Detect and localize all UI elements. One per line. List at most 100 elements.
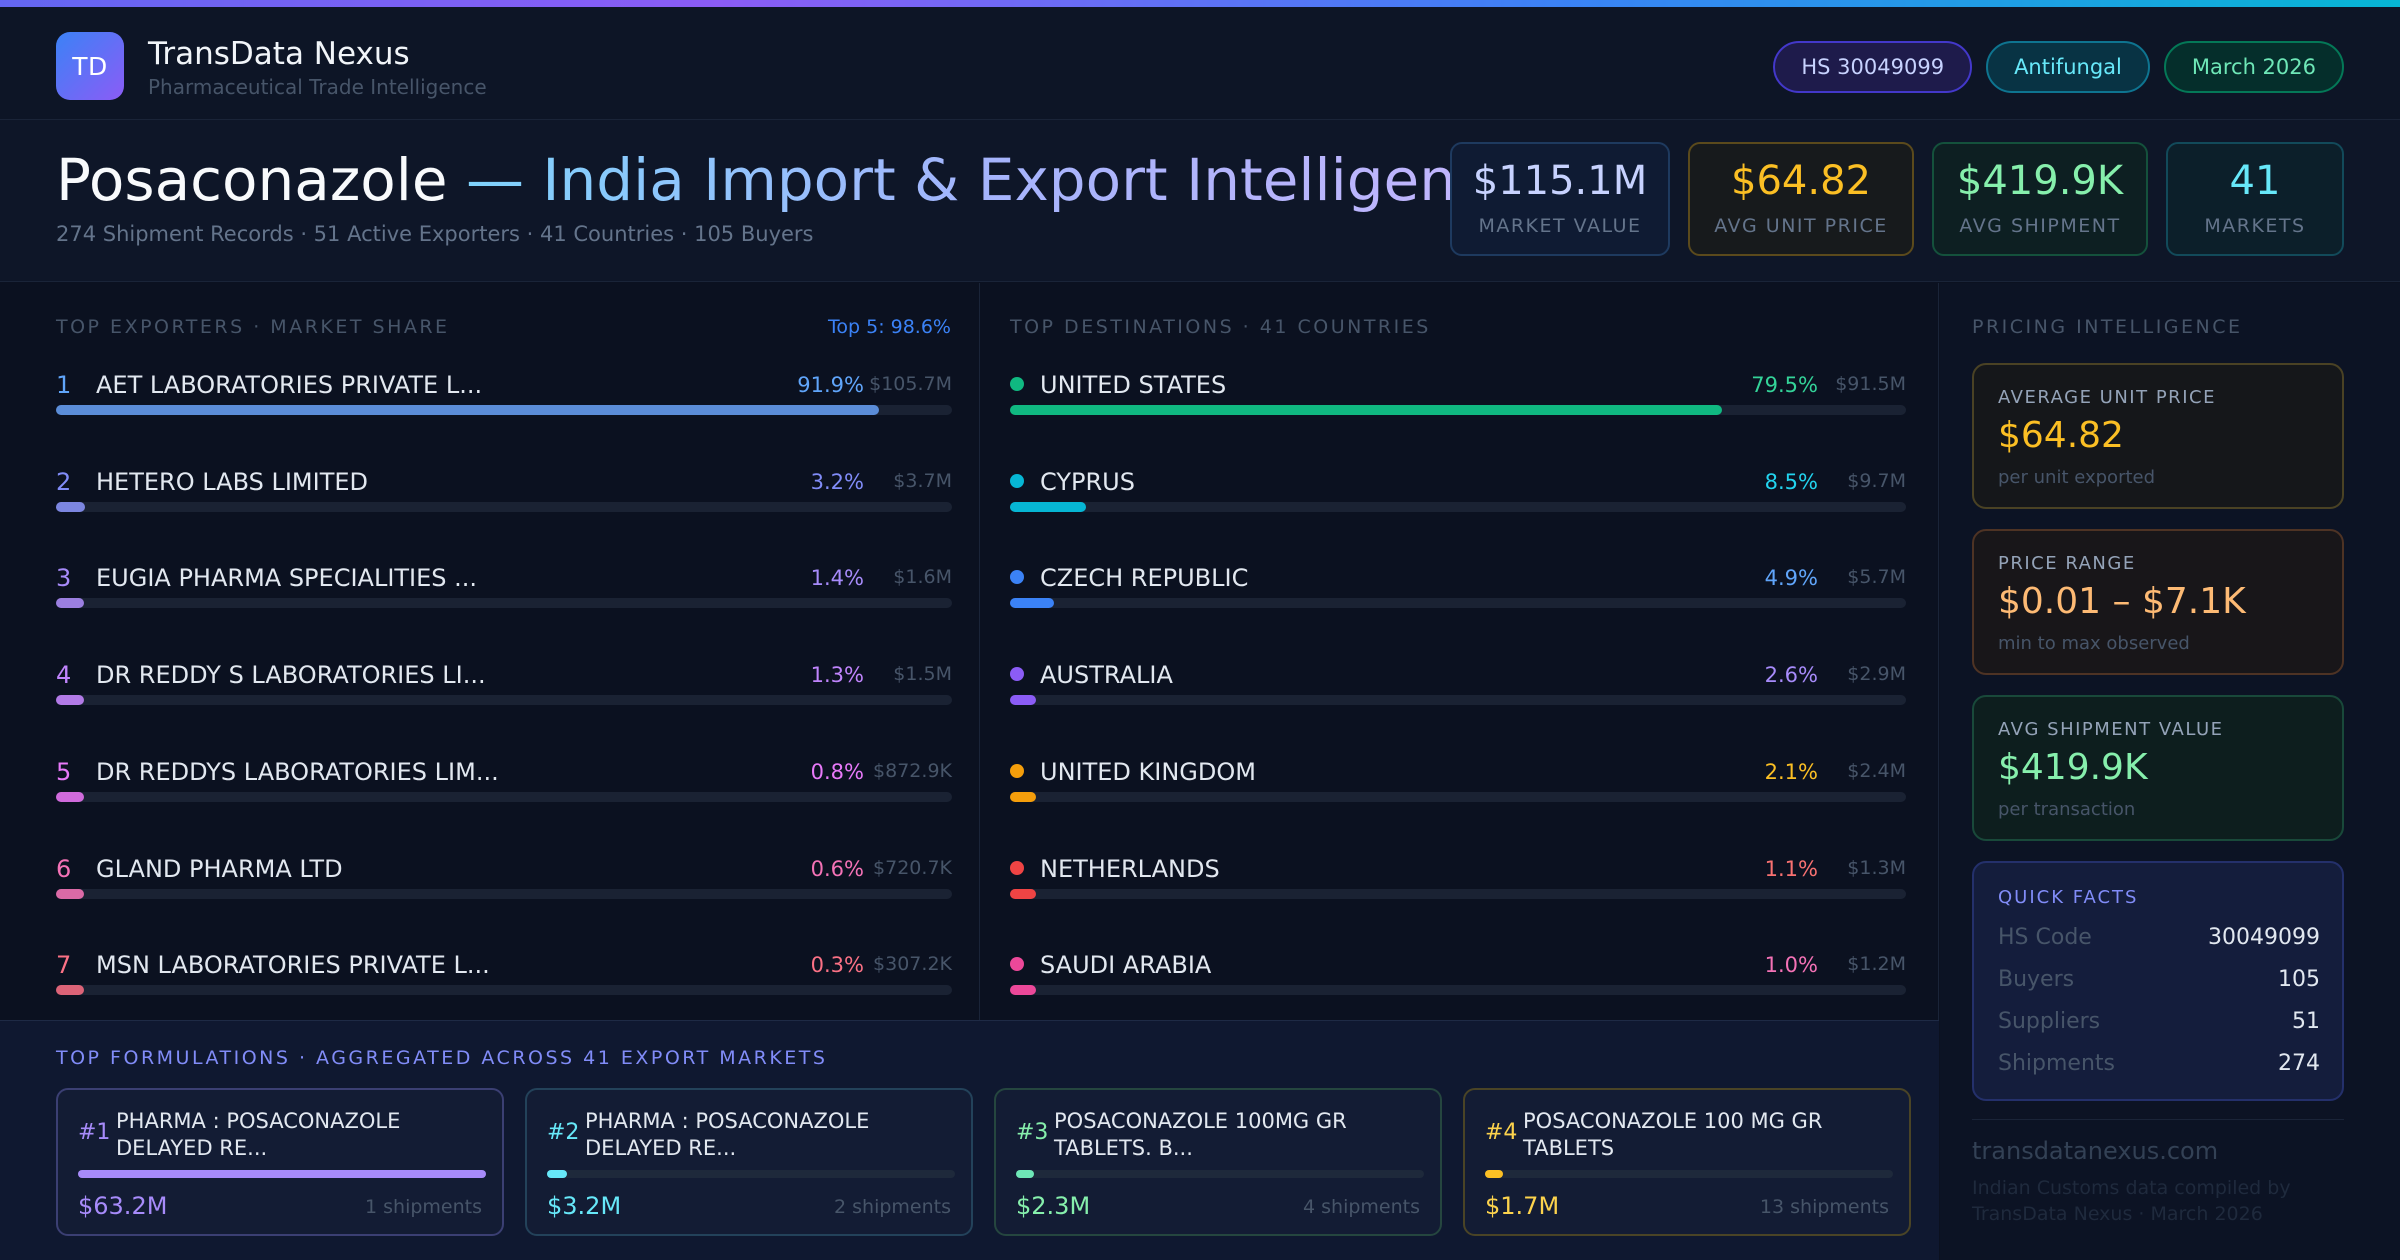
kpi-value: $64.82 — [1731, 158, 1871, 204]
share-bar-track — [1010, 695, 1906, 705]
pricing-card-value: $419.9K — [1998, 747, 2148, 788]
formulation-rank: #3 — [1016, 1120, 1049, 1145]
kpi-value: 41 — [2229, 158, 2281, 204]
destination-name: UNITED STATES — [1040, 371, 1227, 399]
destination-name: AUSTRALIA — [1040, 661, 1173, 689]
exporter-rank: 3 — [56, 564, 72, 592]
kpi-value: $419.9K — [1956, 158, 2124, 204]
filter-tags: HS 30049099 Antifungal March 2026 — [1773, 41, 2344, 93]
hs-code-tag[interactable]: HS 30049099 — [1773, 41, 1973, 93]
destination-name: SAUDI ARABIA — [1040, 951, 1212, 979]
pricing-card-label: PRICE RANGE — [1998, 553, 2136, 574]
share-bar-track — [1010, 502, 1906, 512]
destination-row[interactable]: UNITED STATES 79.5% $91.5M — [1010, 363, 1906, 423]
quick-fact-value: 105 — [2278, 967, 2320, 992]
exporter-value: $105.7M — [869, 373, 952, 395]
exporter-name: EUGIA PHARMA SPECIALITIES ... — [96, 564, 478, 592]
site-link[interactable]: transdatanexus.com — [1972, 1137, 2219, 1165]
destinations-title: TOP DESTINATIONS · 41 COUNTRIES — [1010, 316, 1431, 338]
formulation-card[interactable]: #4 POSACONAZOLE 100 MG GR TABLETS $1.7M 13 … — [1463, 1088, 1911, 1236]
share-bar-track — [56, 792, 952, 802]
destination-row[interactable]: CYPRUS 8.5% $9.7M — [1010, 460, 1906, 520]
formulation-card[interactable]: #1 PHARMA : POSACONAZOLE DELAYED RE... $63… — [56, 1088, 504, 1236]
exporter-share-pct: 3.2% — [810, 470, 864, 494]
exporter-value: $1.6M — [893, 566, 952, 588]
exporter-row[interactable]: 5 DR REDDYS LABORATORIES LIM... 0.8% $872.9… — [56, 750, 952, 810]
category-tag[interactable]: Antifungal — [1986, 41, 2150, 93]
formulation-card[interactable]: #3 POSACONAZOLE 100MG GR TABLETS. B... $2.… — [994, 1088, 1442, 1236]
exporter-row[interactable]: 3 EUGIA PHARMA SPECIALITIES ... 1.4% $1.6M — [56, 556, 952, 616]
destination-name: NETHERLANDS — [1040, 855, 1220, 883]
exporter-share-pct: 0.6% — [810, 857, 864, 881]
formulation-name: POSACONAZOLE 100 MG GR TABLETS — [1523, 1109, 1823, 1160]
kpi-markets: 41 MARKETS — [2166, 142, 2344, 256]
share-bar-fill — [56, 502, 85, 512]
destination-value: $91.5M — [1835, 373, 1906, 395]
formulation-value: $1.7M — [1485, 1192, 1560, 1220]
formulation-card[interactable]: #2 PHARMA : POSACONAZOLE DELAYED RE... $3.… — [525, 1088, 973, 1236]
exporter-name: DR REDDY S LABORATORIES LI... — [96, 661, 486, 689]
title-suffix: — India Import & Export Intelligence — [447, 146, 1524, 214]
share-bar-fill — [56, 985, 84, 995]
formulation-bar-fill — [1016, 1170, 1034, 1178]
quick-fact-row: Buyers 105 — [1998, 967, 2320, 997]
share-bar-track — [1010, 792, 1906, 802]
formulation-bar-track — [547, 1170, 955, 1178]
kpi-row: $115.1M MARKET VALUE $64.82 AVG UNIT PRI… — [1450, 142, 2344, 256]
kpi-market-value: $115.1M MARKET VALUE — [1450, 142, 1670, 256]
destination-share-pct: 2.6% — [1764, 663, 1818, 687]
quick-fact-row: HS Code 30049099 — [1998, 925, 2320, 955]
destination-share-pct: 1.0% — [1764, 953, 1818, 977]
share-bar-track — [56, 598, 952, 608]
brand-logo[interactable]: TD — [56, 32, 124, 100]
pricing-card: AVG SHIPMENT VALUE $419.9K per transaction — [1972, 695, 2344, 841]
formulation-bar-track — [1016, 1170, 1424, 1178]
exporter-value: $3.7M — [893, 470, 952, 492]
destination-row[interactable]: NETHERLANDS 1.1% $1.3M — [1010, 847, 1906, 907]
exporter-name: AET LABORATORIES PRIVATE L... — [96, 371, 483, 399]
destination-dot-icon — [1010, 861, 1024, 875]
share-bar-fill — [1010, 792, 1036, 802]
formulation-shipments: 13 shipments — [1759, 1196, 1889, 1218]
destination-row[interactable]: AUSTRALIA 2.6% $2.9M — [1010, 653, 1906, 713]
formulation-name: PHARMA : POSACONAZOLE DELAYED RE... — [585, 1109, 870, 1160]
exporter-row[interactable]: 2 HETERO LABS LIMITED 3.2% $3.7M — [56, 460, 952, 520]
formulation-shipments: 1 shipments — [365, 1196, 482, 1218]
exporter-rank: 6 — [56, 855, 72, 883]
share-bar-fill — [1010, 598, 1054, 608]
quick-facts-card: QUICK FACTS HS Code 30049099 Buyers 105 Supp… — [1972, 861, 2344, 1101]
brand-name[interactable]: TransData Nexus — [148, 36, 410, 72]
exporter-value: $872.9K — [873, 760, 952, 782]
destination-share-pct: 2.1% — [1764, 760, 1818, 784]
kpi-avg-unit-price: $64.82 AVG UNIT PRICE — [1688, 142, 1914, 256]
exporter-value: $720.7K — [873, 857, 952, 879]
share-bar-track — [1010, 405, 1906, 415]
destination-row[interactable]: UNITED KINGDOM 2.1% $2.4M — [1010, 750, 1906, 810]
exporter-row[interactable]: 1 AET LABORATORIES PRIVATE L... 91.9% $105.… — [56, 363, 952, 423]
pricing-card-caption: per unit exported — [1998, 467, 2156, 488]
destination-row[interactable]: CZECH REPUBLIC 4.9% $5.7M — [1010, 556, 1906, 616]
quick-fact-value: 274 — [2278, 1051, 2320, 1076]
exporters-panel: TOP EXPORTERS · MARKET SHARE Top 5: 98.6… — [0, 283, 980, 1020]
formulation-shipments: 4 shipments — [1303, 1196, 1420, 1218]
top5-share-label: Top 5: 98.6% — [828, 316, 951, 338]
exporter-row[interactable]: 7 MSN LABORATORIES PRIVATE L... 0.3% $307.2… — [56, 943, 952, 1003]
formulation-value: $3.2M — [547, 1192, 622, 1220]
share-bar-fill — [1010, 695, 1036, 705]
formulation-bar-track — [78, 1170, 486, 1178]
destination-row[interactable]: SAUDI ARABIA 1.0% $1.2M — [1010, 943, 1906, 1003]
destination-dot-icon — [1010, 474, 1024, 488]
destination-name: CYPRUS — [1040, 468, 1135, 496]
pricing-card: PRICE RANGE $0.01 – $7.1K min to max obser… — [1972, 529, 2344, 675]
share-bar-track — [1010, 985, 1906, 995]
period-tag[interactable]: March 2026 — [2163, 41, 2344, 93]
exporter-row[interactable]: 6 GLAND PHARMA LTD 0.6% $720.7K — [56, 847, 952, 907]
quick-fact-key: HS Code — [1998, 925, 2092, 950]
quick-fact-key: Shipments — [1998, 1051, 2115, 1076]
exporter-value: $307.2K — [873, 953, 952, 975]
pricing-card: AVERAGE UNIT PRICE $64.82 per unit exporte… — [1972, 363, 2344, 509]
formulation-rank: #4 — [1485, 1120, 1518, 1145]
exporter-row[interactable]: 4 DR REDDY S LABORATORIES LI... 1.3% $1.5M — [56, 653, 952, 713]
exporter-name: GLAND PHARMA LTD — [96, 855, 343, 883]
destination-dot-icon — [1010, 570, 1024, 584]
